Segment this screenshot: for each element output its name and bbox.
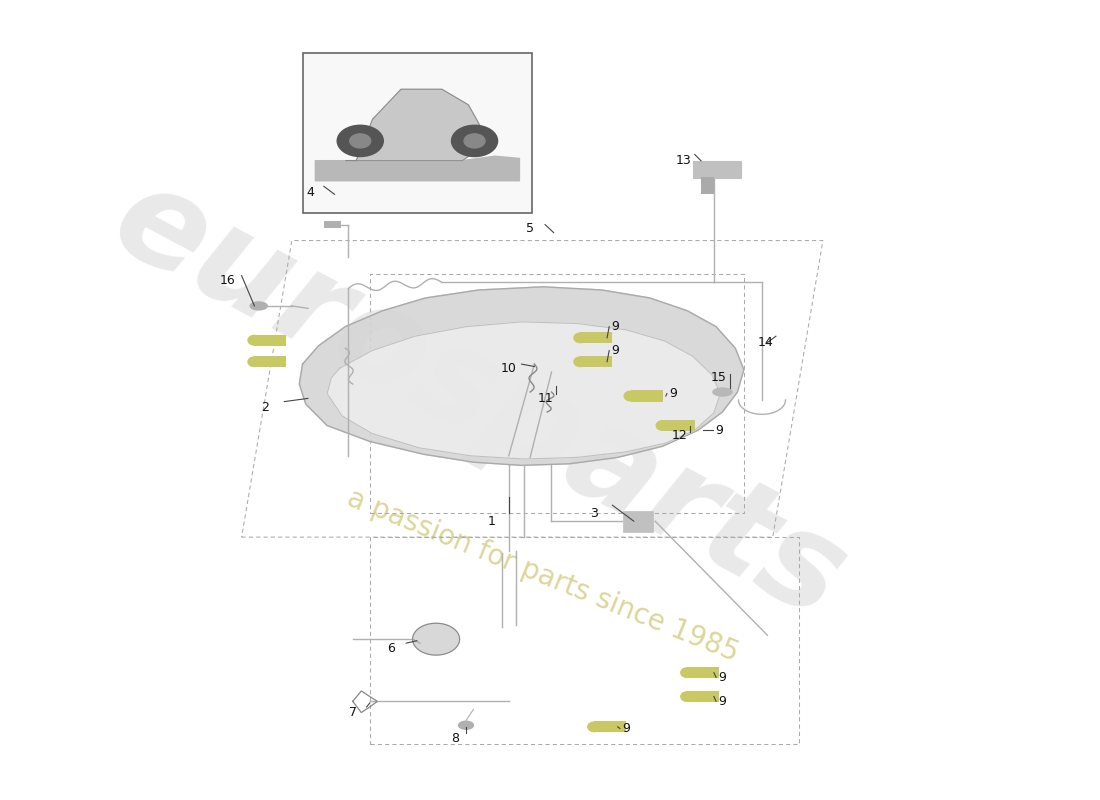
Ellipse shape: [624, 391, 637, 401]
Ellipse shape: [451, 126, 497, 157]
Ellipse shape: [681, 668, 694, 678]
Text: 2: 2: [261, 402, 270, 414]
Text: a passion for parts since 1985: a passion for parts since 1985: [343, 484, 742, 667]
Ellipse shape: [248, 335, 261, 345]
Text: 9: 9: [612, 320, 619, 333]
Text: 11: 11: [537, 392, 553, 405]
Bar: [581, 332, 613, 343]
Ellipse shape: [587, 722, 601, 732]
Bar: [581, 356, 613, 367]
Text: 9: 9: [718, 671, 726, 684]
Text: 5: 5: [526, 222, 535, 235]
Ellipse shape: [713, 388, 733, 396]
Bar: [302, 54, 532, 213]
Text: 9: 9: [670, 387, 678, 400]
Bar: [701, 177, 714, 194]
Ellipse shape: [464, 134, 485, 148]
Polygon shape: [412, 623, 460, 655]
Ellipse shape: [248, 357, 261, 366]
Text: 9: 9: [623, 722, 630, 735]
Ellipse shape: [681, 692, 694, 702]
Text: 8: 8: [451, 732, 460, 746]
Polygon shape: [299, 286, 744, 466]
Text: 12: 12: [672, 430, 688, 442]
Bar: [254, 356, 286, 367]
Ellipse shape: [250, 302, 267, 310]
Bar: [254, 334, 286, 346]
Ellipse shape: [459, 722, 473, 730]
Text: 7: 7: [349, 706, 356, 719]
Polygon shape: [327, 322, 720, 459]
Text: 6: 6: [387, 642, 395, 655]
Ellipse shape: [574, 333, 586, 342]
Bar: [688, 691, 719, 702]
Polygon shape: [316, 156, 519, 181]
Bar: [693, 161, 740, 178]
Ellipse shape: [350, 134, 371, 148]
Text: 9: 9: [718, 695, 726, 708]
Text: eurosparts: eurosparts: [92, 154, 866, 646]
Bar: [662, 420, 695, 431]
Text: 1: 1: [487, 514, 496, 528]
Bar: [688, 667, 719, 678]
Text: 14: 14: [757, 336, 773, 349]
Bar: [323, 222, 341, 228]
Text: 4: 4: [306, 186, 313, 199]
Ellipse shape: [657, 421, 669, 430]
Text: 13: 13: [676, 154, 692, 167]
Ellipse shape: [574, 357, 586, 366]
Ellipse shape: [338, 126, 383, 157]
Bar: [594, 722, 626, 733]
Bar: [623, 511, 653, 531]
Text: 9: 9: [612, 344, 619, 357]
Polygon shape: [346, 90, 488, 161]
Text: 15: 15: [711, 371, 726, 384]
Text: 16: 16: [220, 274, 235, 287]
Text: 10: 10: [500, 362, 517, 374]
Text: 9: 9: [715, 424, 723, 437]
Text: 3: 3: [591, 506, 598, 520]
Bar: [630, 390, 662, 402]
